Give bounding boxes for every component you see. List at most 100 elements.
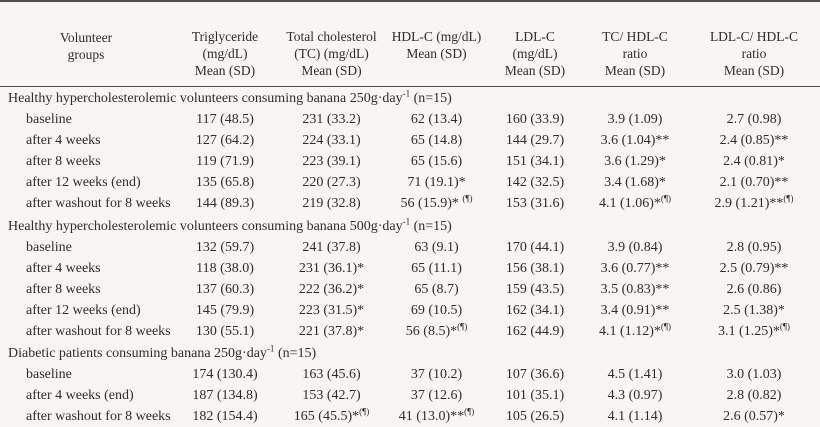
cell-ldl-c: 162 (34.1) xyxy=(488,300,582,321)
text-segment: 130 (55.1) xyxy=(195,323,255,339)
text-segment: 222 (36.2)* xyxy=(298,281,365,297)
cell-tc-hdl-ratio: 3.4 (1.68)* xyxy=(582,173,688,194)
table-row: after washout for 8 weeks 144 (89.3) 219 (… xyxy=(0,194,820,215)
cell-ldl-hdl-ratio: 2.5 (0.79)** xyxy=(688,258,820,279)
column-header-volunteer-groups: Volunteer groups xyxy=(0,1,172,87)
cell-triglyceride: 127 (64.2) xyxy=(172,131,278,152)
cell-total-cholesterol: 219 (32.8) xyxy=(278,194,385,215)
cell-triglyceride: 137 (60.3) xyxy=(172,279,278,300)
text-segment: 4.1 (1.14) xyxy=(607,409,663,424)
column-header-tc-hdl-ratio: TC/ HDL-C ratio Mean (SD) xyxy=(582,1,688,87)
text-segment: 2.5 (0.79)** xyxy=(719,260,789,276)
text-segment: 3.5 (0.83)** xyxy=(600,281,670,297)
cell-ldl-c: 162 (44.9) xyxy=(488,321,582,342)
row-label: baseline xyxy=(0,110,172,131)
table-row: after washout for 8 weeks 130 (55.1) 221 (… xyxy=(0,321,820,342)
section-row-3: Diabetic patients consuming banana 250g·… xyxy=(0,342,820,365)
cell-ldl-c: 107 (36.6) xyxy=(488,365,582,386)
text-segment: 2.6 (0.86) xyxy=(726,281,782,297)
text-segment: baseline xyxy=(26,367,72,382)
text-segment: 223 (31.5)* xyxy=(298,302,365,318)
text-segment: 119 (71.9) xyxy=(196,154,254,169)
text-segment: Healthy hypercholesterolemic volunteers … xyxy=(8,218,403,234)
section-title: Healthy hypercholesterolemic volunteers … xyxy=(0,87,820,110)
text-segment: 2.6 (0.57)* xyxy=(723,409,785,424)
text-segment: 156 (38.1) xyxy=(505,260,565,276)
cell-total-cholesterol: 224 (33.1) xyxy=(278,131,385,152)
superscript-marker: -1 xyxy=(402,215,411,226)
cell-triglyceride: 174 (130.4) xyxy=(172,365,278,386)
table-row: after 8 weeks 119 (71.9) 223 (39.1) 65 (15.… xyxy=(0,152,820,173)
cell-tc-hdl-ratio: 3.6 (0.77)** xyxy=(582,258,688,279)
text-segment: 107 (36.6) xyxy=(505,367,565,382)
cell-ldl-c: 101 (35.1) xyxy=(488,386,582,407)
text-segment: 3.4 (1.68)* xyxy=(604,175,666,190)
text-segment: baseline xyxy=(26,239,72,255)
text-segment: 153 (31.6) xyxy=(505,196,565,211)
cell-ldl-c: 153 (31.6) xyxy=(488,194,582,215)
text-segment: Volunteer groups xyxy=(59,29,113,62)
text-segment: 165 (45.5)* xyxy=(293,409,360,424)
text-segment: 4.1 (1.06)* xyxy=(599,196,661,211)
superscript-marker: (¶) xyxy=(779,320,790,331)
cell-ldl-c: 170 (44.1) xyxy=(488,237,582,258)
cell-ldl-hdl-ratio: 2.4 (0.85)** xyxy=(688,131,820,152)
row-label: after 4 weeks xyxy=(0,258,172,279)
cell-triglyceride: 182 (154.4) xyxy=(172,407,278,427)
cell-ldl-c: 151 (34.1) xyxy=(488,152,582,173)
row-label: after 8 weeks xyxy=(0,152,172,173)
cell-ldl-hdl-ratio: 2.8 (0.95) xyxy=(688,237,820,258)
section-row-2: Healthy hypercholesterolemic volunteers … xyxy=(0,215,820,238)
cell-triglyceride: 135 (65.8) xyxy=(172,173,278,194)
text-segment: 151 (34.1) xyxy=(505,154,565,169)
row-label: baseline xyxy=(0,365,172,386)
row-label: after 12 weeks (end) xyxy=(0,300,172,321)
cell-total-cholesterol: 221 (37.8)* xyxy=(278,321,385,342)
cell-hdl-c: 63 (9.1) xyxy=(385,237,488,258)
text-segment: 127 (64.2) xyxy=(195,133,255,148)
table-row: baseline 132 (59.7) 241 (37.8) 63 (9.1) 170 … xyxy=(0,237,820,258)
cell-tc-hdl-ratio: 4.1 (1.14) xyxy=(582,407,688,427)
text-segment: 56 (8.5)* xyxy=(405,323,458,339)
text-segment: 135 (65.8) xyxy=(195,175,255,190)
text-segment: 69 (10.5) xyxy=(410,302,463,318)
table-row: after 4 weeks 127 (64.2) 224 (33.1) 65 (14.… xyxy=(0,131,820,152)
text-segment: after 4 weeks (end) xyxy=(26,388,134,403)
text-segment: 220 (27.3) xyxy=(302,175,361,190)
text-segment: 231 (36.1)* xyxy=(298,260,365,276)
cell-triglyceride: 118 (38.0) xyxy=(172,258,278,279)
text-segment: 71 (19.1)* xyxy=(407,175,466,190)
text-segment: after 4 weeks xyxy=(26,260,101,276)
text-segment: 160 (33.9) xyxy=(505,112,565,127)
text-segment: after 4 weeks xyxy=(26,133,101,148)
text-segment: 162 (34.1) xyxy=(505,302,565,318)
text-segment: 132 (59.7) xyxy=(195,239,255,255)
cell-triglyceride: 117 (48.5) xyxy=(172,110,278,131)
text-segment: 145 (79.9) xyxy=(195,302,255,318)
text-segment: 159 (43.5) xyxy=(505,281,565,297)
cell-tc-hdl-ratio: 4.5 (1.41) xyxy=(582,365,688,386)
cell-triglyceride: 144 (89.3) xyxy=(172,194,278,215)
table-row: baseline 174 (130.4) 163 (45.6) 37 (10.2) 10… xyxy=(0,365,820,386)
text-segment: 3.9 (0.84) xyxy=(607,239,663,255)
text-segment: 65 (14.8) xyxy=(410,133,463,148)
text-segment: Healthy hypercholesterolemic volunteers … xyxy=(8,91,403,106)
text-segment: baseline xyxy=(26,112,72,127)
superscript-marker: (¶) xyxy=(464,406,475,417)
text-segment: 153 (42.7) xyxy=(302,388,361,403)
text-segment: 3.6 (1.29)* xyxy=(604,154,666,169)
text-segment: 241 (37.8) xyxy=(302,239,361,255)
superscript-marker: (¶) xyxy=(660,193,671,204)
text-segment: after 8 weeks xyxy=(26,281,101,297)
row-label: after 12 weeks (end) xyxy=(0,173,172,194)
table-row: after 12 weeks (end) 145 (79.9) 223 (31.5)… xyxy=(0,300,820,321)
cell-triglyceride: 130 (55.1) xyxy=(172,321,278,342)
text-segment: 41 (13.0)** xyxy=(398,409,465,424)
cell-hdl-c: 41 (13.0)**(¶) xyxy=(385,407,488,427)
text-segment: 3.6 (1.04)** xyxy=(600,133,670,148)
text-segment: 224 (33.1) xyxy=(302,133,361,148)
cell-total-cholesterol: 222 (36.2)* xyxy=(278,279,385,300)
cell-ldl-c: 156 (38.1) xyxy=(488,258,582,279)
